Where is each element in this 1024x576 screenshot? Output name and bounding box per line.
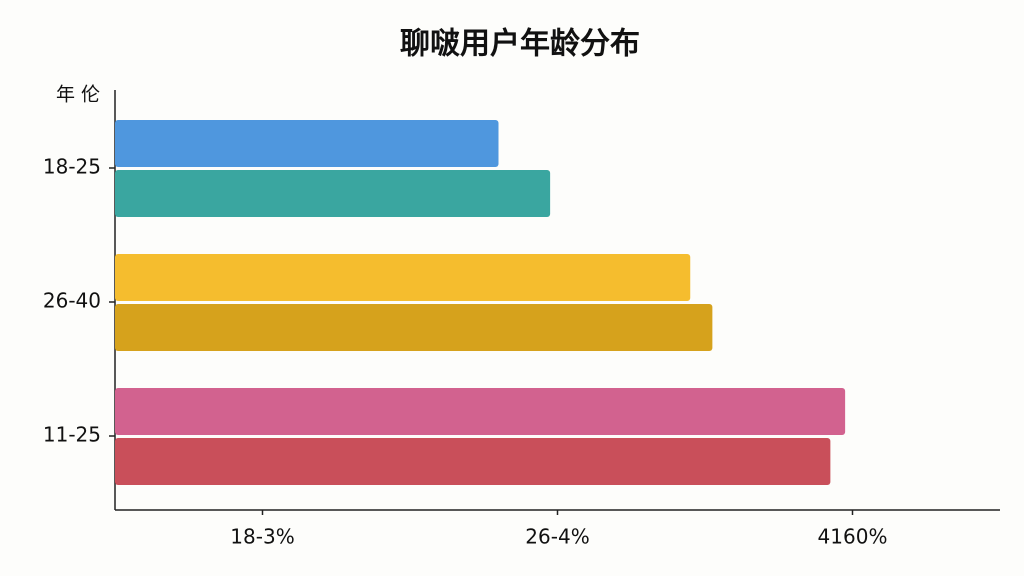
chart-title: 聊啵用户年龄分布 xyxy=(400,27,640,62)
bar xyxy=(115,170,551,217)
x-tick-label: 4160% xyxy=(818,525,888,549)
x-tick-label: 18-3% xyxy=(230,525,294,549)
y-tick-label: 11-25 xyxy=(43,423,101,447)
bar xyxy=(115,438,831,485)
x-tick-label: 26-4% xyxy=(525,525,589,549)
y-tick-label: 26-40 xyxy=(43,289,101,313)
y-tick-label: 18-25 xyxy=(43,155,101,179)
bar xyxy=(115,254,691,301)
bar xyxy=(115,120,499,167)
bar xyxy=(115,388,846,435)
bar xyxy=(115,304,713,351)
y-axis-label: 年 伦 xyxy=(56,84,100,106)
